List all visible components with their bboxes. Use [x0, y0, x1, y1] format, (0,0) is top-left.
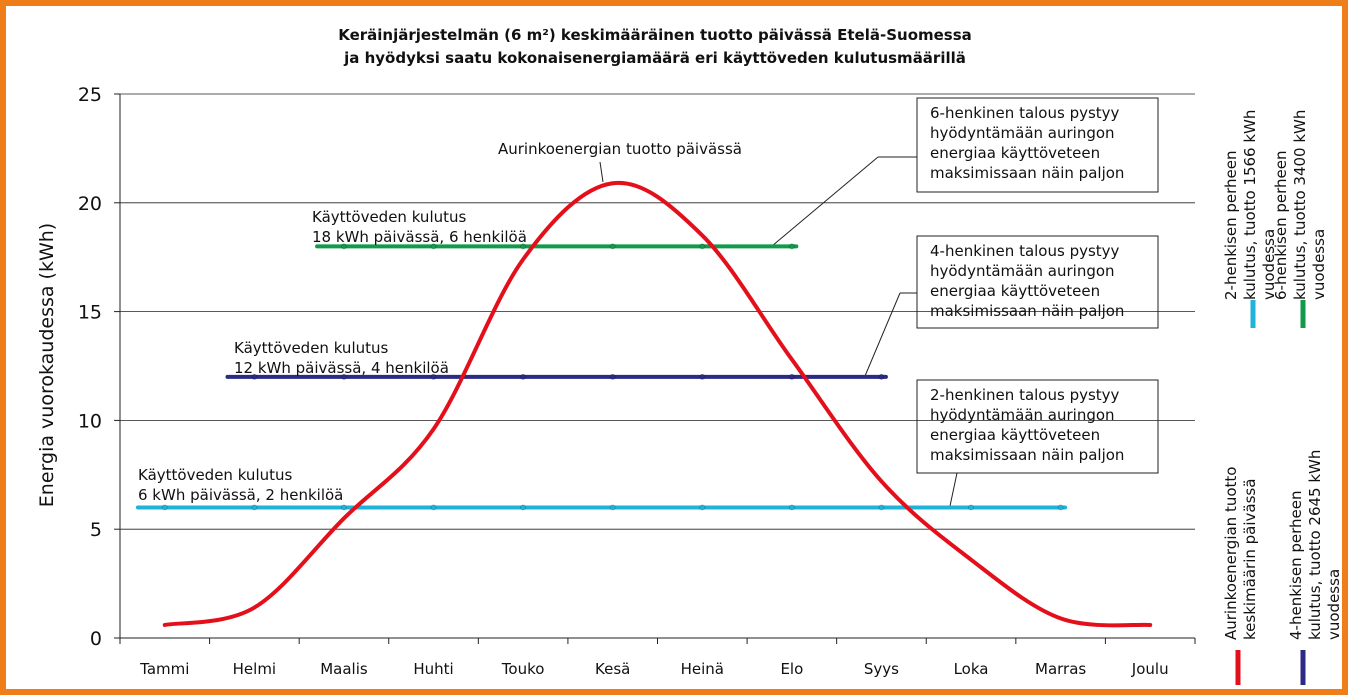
leader-line	[771, 156, 879, 247]
point	[609, 504, 616, 511]
legend-label: 6-henkisen perheen kulutus, tuotto 3400 …	[1272, 109, 1328, 300]
point	[788, 243, 795, 250]
point	[520, 504, 527, 511]
annotation: maksimissaan näin paljon	[930, 164, 1124, 182]
x-tick-label: Loka	[954, 660, 989, 678]
y-tick-label: 20	[78, 193, 102, 215]
point	[520, 373, 527, 380]
chart-title: Keräinjärjestelmän (6 m²) keskimääräinen…	[338, 26, 972, 44]
x-tick-label: Syys	[864, 660, 899, 678]
annotation: Aurinkoenergian tuotto päivässä	[498, 140, 742, 158]
x-tick-label: Joulu	[1131, 660, 1169, 678]
annotation: energiaa käyttöveteen	[930, 282, 1100, 300]
x-tick-label: Tammi	[139, 660, 189, 678]
point	[161, 504, 168, 511]
legend-label: 4-henkisen perheen kulutus, tuotto 2645 …	[1287, 449, 1343, 640]
callout-box	[916, 235, 1159, 329]
legend-label: Aurinkoenergian tuotto keskimäärin päivä…	[1222, 466, 1259, 640]
point	[430, 504, 437, 511]
point	[699, 504, 706, 511]
point	[251, 504, 258, 511]
y-tick-label: 0	[90, 628, 102, 650]
callout-box	[916, 379, 1159, 474]
annotation: Käyttöveden kulutus	[234, 339, 389, 357]
annotation: maksimissaan näin paljon	[930, 302, 1124, 320]
chart-title: ja hyödyksi saatu kokonaisenergiamäärä e…	[343, 49, 966, 67]
y-tick-label: 5	[90, 519, 102, 541]
x-tick-label: Heinä	[681, 660, 724, 678]
annotation: hyödyntämään auringon	[930, 262, 1115, 280]
point	[878, 504, 885, 511]
series-line	[162, 180, 1153, 628]
annotation: hyödyntämään auringon	[930, 124, 1115, 142]
point	[699, 373, 706, 380]
annotation: maksimissaan näin paljon	[930, 446, 1124, 464]
y-tick-label: 15	[78, 302, 102, 324]
leader-line	[949, 472, 958, 507]
x-tick-label: Touko	[501, 660, 545, 678]
point	[968, 504, 975, 511]
point	[340, 243, 347, 250]
x-tick-label: Marras	[1035, 660, 1086, 678]
annotation: 6-henkinen talous pystyy	[930, 104, 1120, 122]
point	[251, 373, 258, 380]
point	[788, 504, 795, 511]
annotation: 2-henkinen talous pystyy	[930, 386, 1120, 404]
point	[340, 504, 347, 511]
y-tick-label: 10	[78, 410, 102, 432]
annotation: Käyttöveden kulutus	[312, 208, 467, 226]
annotation: hyödyntämään auringon	[930, 406, 1115, 424]
x-tick-label: Elo	[780, 660, 803, 678]
point	[1057, 504, 1064, 511]
annotation: 4-henkinen talous pystyy	[930, 242, 1120, 260]
point	[609, 243, 616, 250]
annotation: energiaa käyttöveteen	[930, 426, 1100, 444]
leader-line	[599, 161, 604, 183]
point	[520, 243, 527, 250]
point	[788, 373, 795, 380]
x-tick-label: Maalis	[320, 660, 368, 678]
annotation: 18 kWh päivässä, 6 henkilöä	[312, 228, 527, 246]
x-tick-label: Huhti	[413, 660, 453, 678]
point	[609, 373, 616, 380]
point	[430, 243, 437, 250]
legend-label: 2-henkisen perheen kulutus, tuotto 1566 …	[1222, 109, 1278, 300]
point	[430, 373, 437, 380]
y-axis-label: Energia vuorokaudessa (kWh)	[36, 223, 58, 507]
annotation: 6 kWh päivässä, 2 henkilöä	[138, 486, 343, 504]
x-tick-label: Helmi	[233, 660, 276, 678]
point	[340, 373, 347, 380]
annotation: energiaa käyttöveteen	[930, 144, 1100, 162]
x-tick-label: Kesä	[595, 660, 630, 678]
leader-line	[864, 292, 901, 377]
point	[878, 373, 885, 380]
annotation: Käyttöveden kulutus	[138, 466, 293, 484]
point	[699, 243, 706, 250]
annotation: 12 kWh päivässä, 4 henkilöä	[234, 359, 449, 377]
callout-box	[916, 97, 1159, 193]
y-tick-label: 25	[78, 84, 102, 106]
